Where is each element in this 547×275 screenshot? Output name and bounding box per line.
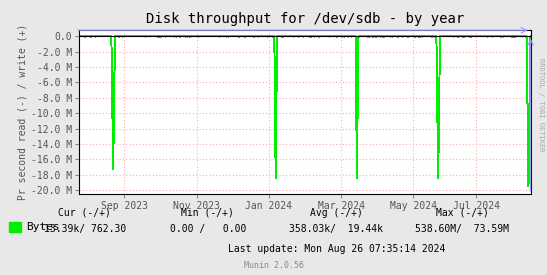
Text: 0.00 /   0.00: 0.00 / 0.00	[170, 224, 246, 234]
Text: RRDTOOL / TOBI OETIKER: RRDTOOL / TOBI OETIKER	[538, 58, 544, 151]
Y-axis label: Pr second read (-) / write (+): Pr second read (-) / write (+)	[17, 24, 27, 200]
Text: Bytes: Bytes	[26, 222, 60, 232]
Text: Munin 2.0.56: Munin 2.0.56	[243, 261, 304, 270]
Text: Min (-/+): Min (-/+)	[182, 208, 234, 218]
Text: 538.60M/  73.59M: 538.60M/ 73.59M	[415, 224, 509, 234]
Text: Last update: Mon Aug 26 07:35:14 2024: Last update: Mon Aug 26 07:35:14 2024	[228, 244, 445, 254]
Title: Disk throughput for /dev/sdb - by year: Disk throughput for /dev/sdb - by year	[146, 12, 464, 26]
Text: 13.39k/ 762.30: 13.39k/ 762.30	[44, 224, 126, 234]
Text: 358.03k/  19.44k: 358.03k/ 19.44k	[289, 224, 383, 234]
Text: Max (-/+): Max (-/+)	[436, 208, 488, 218]
Text: Cur (-/+): Cur (-/+)	[59, 208, 111, 218]
Text: Avg (-/+): Avg (-/+)	[310, 208, 363, 218]
